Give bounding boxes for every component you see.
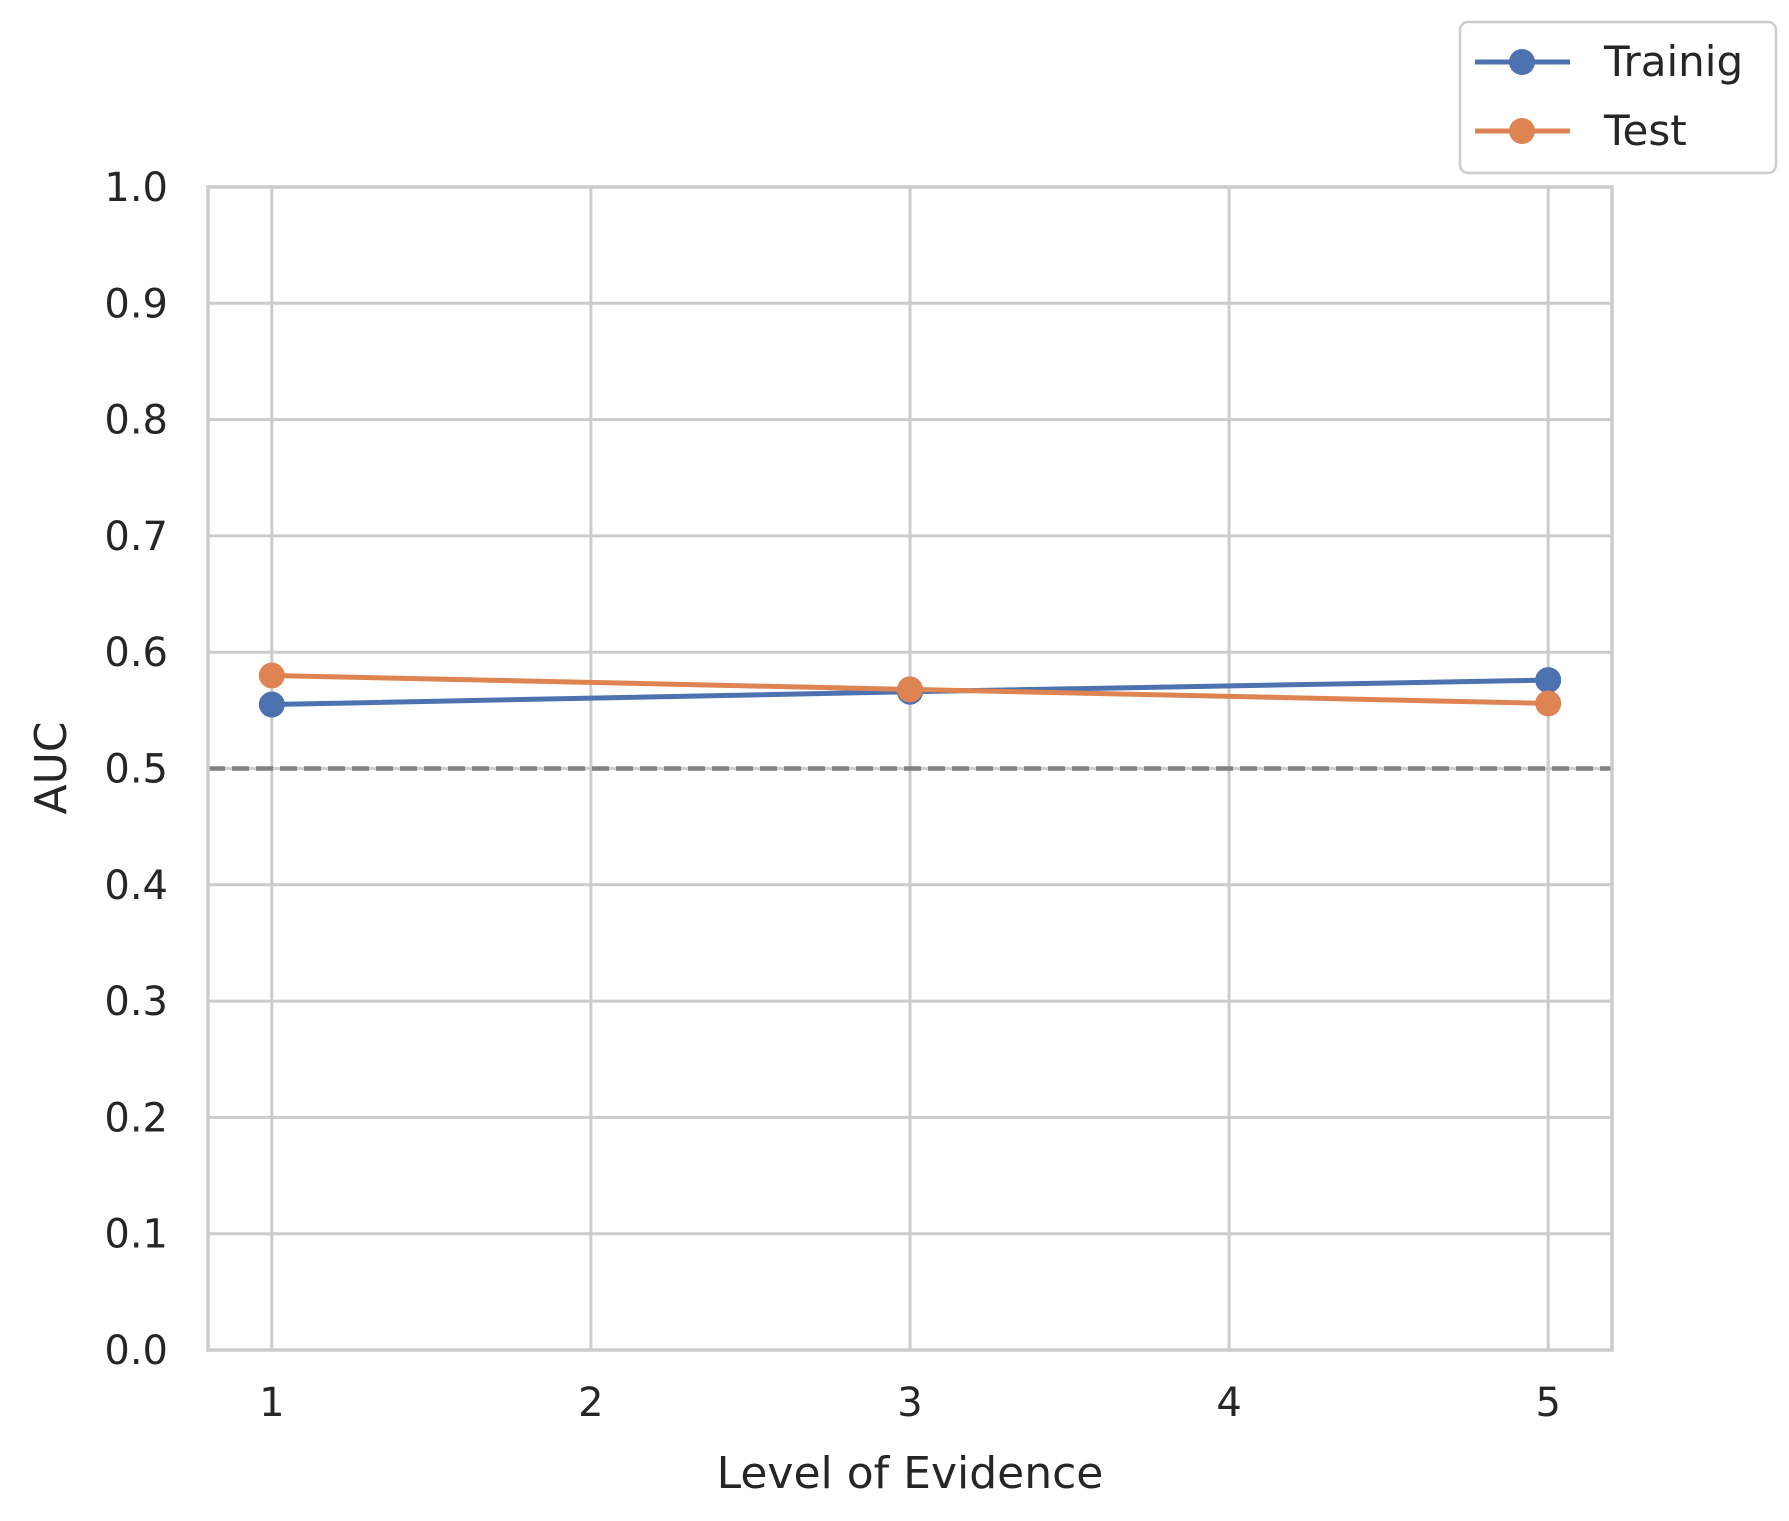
legend-items: Trainig Test <box>1475 37 1743 155</box>
x-axis-label: Level of Evidence <box>717 1448 1104 1499</box>
y-tick-labels: 0.0 0.1 0.2 0.3 0.4 0.5 0.6 0.7 0.8 0.9 1.0 <box>104 165 168 1374</box>
series-layer <box>258 662 1562 718</box>
y-tick-label: 0.7 <box>104 514 168 560</box>
plot-frame <box>206 185 1614 1352</box>
data-point <box>258 691 285 718</box>
y-tick-label: 0.4 <box>104 863 168 909</box>
y-tick-label: 0.5 <box>104 747 168 793</box>
legend-marker <box>1509 49 1535 75</box>
y-tick-label: 0.8 <box>104 398 168 444</box>
x-tick-labels: 1 2 3 4 5 <box>259 1380 1561 1426</box>
data-point <box>1535 667 1562 694</box>
x-tick-label: 3 <box>897 1380 922 1426</box>
x-tick-label: 5 <box>1535 1380 1560 1426</box>
y-tick-label: 0.0 <box>104 1328 168 1374</box>
legend-label: Trainig <box>1603 37 1743 86</box>
y-axis-label: AUC <box>26 721 77 814</box>
y-tick-label: 0.1 <box>104 1212 168 1258</box>
data-point <box>1535 690 1562 717</box>
legend: Trainig Test <box>1458 20 1778 175</box>
y-tick-label: 1.0 <box>104 165 168 211</box>
x-tick-label: 2 <box>578 1380 603 1426</box>
y-tick-label: 0.3 <box>104 979 168 1025</box>
data-point <box>897 676 923 703</box>
y-tick-label: 0.2 <box>104 1095 168 1141</box>
y-tick-label: 0.6 <box>104 630 168 676</box>
x-tick-label: 4 <box>1216 1380 1241 1426</box>
x-tick-label: 1 <box>259 1380 284 1426</box>
legend-label: Test <box>1603 106 1687 155</box>
y-tick-label: 0.9 <box>104 281 168 327</box>
legend-marker <box>1509 118 1535 144</box>
data-point <box>258 662 285 689</box>
